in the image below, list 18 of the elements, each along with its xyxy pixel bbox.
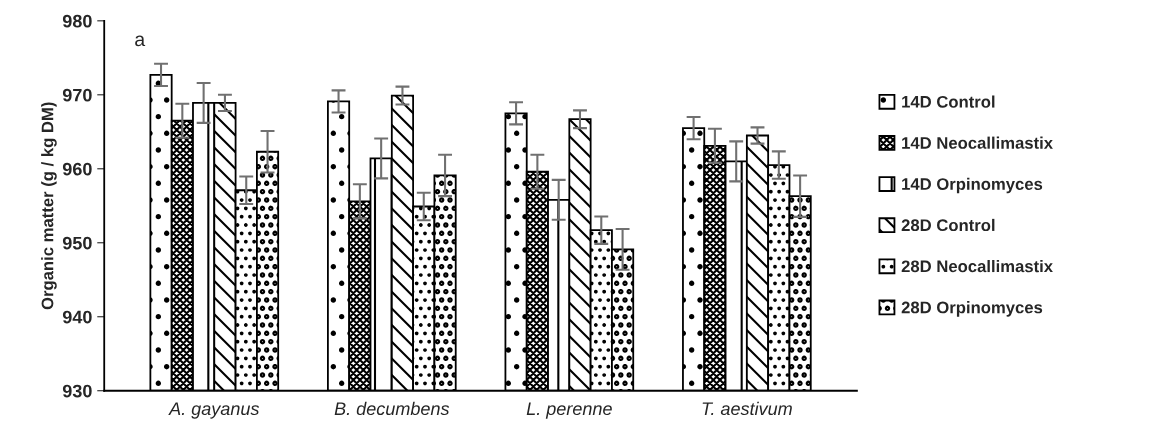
legend-label: 28D Orpinomyces <box>901 301 1043 317</box>
legend-label: 28D Control <box>901 218 995 232</box>
x-tick-label: L. perenne <box>526 402 612 419</box>
legend-label: 14D Control <box>902 95 995 108</box>
y-tick-label: 930 <box>62 384 92 398</box>
y-axis-title: Organic matter (g / kg DM) <box>41 102 57 310</box>
legend-label: 14D Neocallimastix <box>902 136 1053 149</box>
legend-label: 14D Orpinomyces <box>902 177 1043 194</box>
y-tick-label: 980 <box>62 14 92 28</box>
y-tick-label: 940 <box>62 310 92 324</box>
x-tick-label: A. gayanus <box>168 402 260 419</box>
x-tick-label: B. decumbens <box>334 401 450 416</box>
legend-label: 28D Neocallimastix <box>901 259 1053 273</box>
x-tick-label: T. aestivum <box>702 401 792 416</box>
y-tick-label: 950 <box>62 236 92 250</box>
y-tick-label: 960 <box>62 162 92 176</box>
annotation: a <box>135 35 146 47</box>
y-tick-label: 970 <box>62 88 92 102</box>
